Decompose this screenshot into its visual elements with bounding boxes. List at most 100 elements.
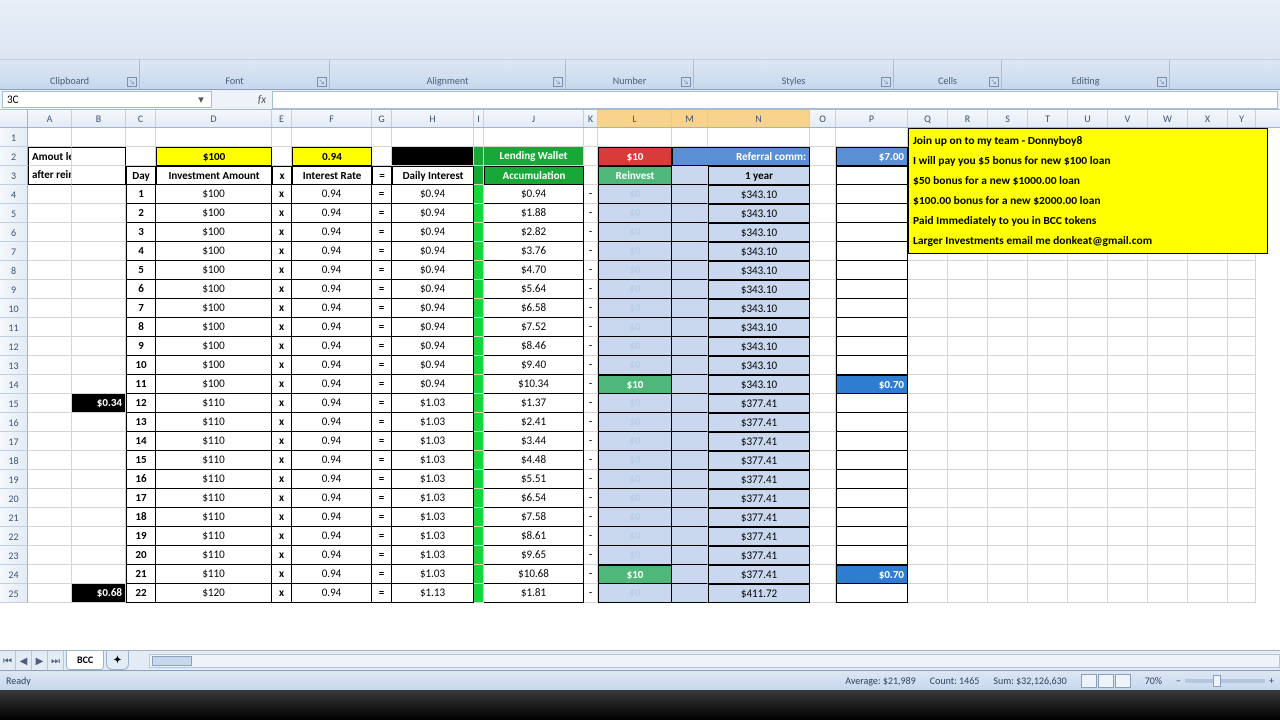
cell[interactable]: Reinvest — [598, 166, 672, 185]
cell[interactable] — [908, 413, 948, 432]
cell[interactable] — [672, 527, 708, 546]
cell[interactable]: $0 — [598, 242, 672, 261]
cell[interactable] — [72, 451, 126, 470]
cell[interactable] — [836, 413, 908, 432]
row-header-4[interactable]: 4 — [0, 185, 28, 204]
cell[interactable] — [1028, 299, 1068, 318]
cell[interactable] — [810, 204, 836, 223]
cell[interactable]: $0 — [598, 337, 672, 356]
cell[interactable]: 0.94 — [292, 375, 372, 394]
cell[interactable]: $1.03 — [392, 565, 474, 584]
cell[interactable] — [908, 394, 948, 413]
cell[interactable] — [1108, 470, 1148, 489]
cell[interactable]: Accumulation — [484, 166, 584, 185]
cell[interactable] — [672, 546, 708, 565]
cell[interactable]: $100 — [156, 375, 272, 394]
cell[interactable] — [474, 584, 484, 603]
row-header-21[interactable]: 21 — [0, 508, 28, 527]
cell[interactable] — [28, 565, 72, 584]
cell[interactable]: - — [584, 413, 598, 432]
cell[interactable]: x — [272, 470, 292, 489]
cell[interactable] — [988, 508, 1028, 527]
cell[interactable] — [810, 451, 836, 470]
column-header-O[interactable]: O — [810, 110, 836, 127]
cell[interactable]: $4.48 — [484, 451, 584, 470]
cell[interactable]: 17 — [126, 489, 156, 508]
cell[interactable]: $8.61 — [484, 527, 584, 546]
cell[interactable] — [1188, 470, 1228, 489]
cell[interactable]: 4 — [126, 242, 156, 261]
cell[interactable]: 0.94 — [292, 432, 372, 451]
cell[interactable]: x — [272, 394, 292, 413]
cell[interactable] — [474, 375, 484, 394]
cell[interactable] — [810, 489, 836, 508]
cell[interactable] — [1068, 337, 1108, 356]
cell[interactable] — [28, 280, 72, 299]
cell[interactable] — [1148, 375, 1188, 394]
cell[interactable] — [72, 432, 126, 451]
cell[interactable] — [126, 128, 156, 147]
cell[interactable]: $377.41 — [708, 527, 810, 546]
cell[interactable] — [28, 337, 72, 356]
cell[interactable] — [908, 318, 948, 337]
row-header-23[interactable]: 23 — [0, 546, 28, 565]
cell[interactable] — [1228, 546, 1256, 565]
cell[interactable] — [810, 356, 836, 375]
cell[interactable]: 0.94 — [292, 394, 372, 413]
cell[interactable] — [948, 413, 988, 432]
cell[interactable] — [672, 470, 708, 489]
cell[interactable]: - — [584, 508, 598, 527]
cell[interactable]: $377.41 — [708, 470, 810, 489]
cell[interactable] — [672, 451, 708, 470]
cell[interactable] — [1028, 470, 1068, 489]
cell[interactable]: $9.40 — [484, 356, 584, 375]
cell[interactable] — [474, 413, 484, 432]
row-header-20[interactable]: 20 — [0, 489, 28, 508]
zoom-in-icon[interactable]: + — [1269, 674, 1274, 687]
horizontal-scrollbar[interactable] — [149, 654, 1280, 668]
cell[interactable]: = — [372, 166, 392, 185]
cell[interactable] — [908, 280, 948, 299]
cell[interactable] — [672, 204, 708, 223]
column-header-R[interactable]: R — [948, 110, 988, 127]
cell[interactable] — [1068, 375, 1108, 394]
cell[interactable] — [836, 318, 908, 337]
cell[interactable]: $377.41 — [708, 394, 810, 413]
row-header-10[interactable]: 10 — [0, 299, 28, 318]
cell[interactable] — [1228, 318, 1256, 337]
cell[interactable] — [72, 128, 126, 147]
cell[interactable]: $1.03 — [392, 489, 474, 508]
cell[interactable]: $100 — [156, 242, 272, 261]
cell[interactable] — [836, 223, 908, 242]
cell[interactable]: 14 — [126, 432, 156, 451]
cell[interactable] — [672, 375, 708, 394]
cell[interactable]: $377.41 — [708, 413, 810, 432]
cell[interactable] — [72, 147, 126, 166]
cell[interactable]: 0.94 — [292, 565, 372, 584]
cell[interactable] — [1028, 413, 1068, 432]
cell[interactable] — [372, 128, 392, 147]
cell[interactable]: $0.94 — [392, 185, 474, 204]
cell[interactable]: = — [372, 527, 392, 546]
cell[interactable]: 0.94 — [292, 242, 372, 261]
cell[interactable]: x — [272, 546, 292, 565]
cell[interactable]: x — [272, 489, 292, 508]
cell[interactable] — [1108, 432, 1148, 451]
cell[interactable] — [1228, 261, 1256, 280]
cell[interactable] — [1028, 318, 1068, 337]
cell[interactable] — [1228, 565, 1256, 584]
cell[interactable]: $4.70 — [484, 261, 584, 280]
cell[interactable]: $100 — [156, 204, 272, 223]
cell[interactable] — [584, 166, 598, 185]
cell[interactable]: $110 — [156, 527, 272, 546]
cell[interactable]: $7.00 — [836, 147, 908, 166]
cell[interactable]: $100 — [156, 185, 272, 204]
cell[interactable]: 22 — [126, 584, 156, 603]
cell[interactable] — [474, 565, 484, 584]
cell[interactable] — [156, 128, 272, 147]
cell[interactable] — [28, 223, 72, 242]
cell[interactable] — [1068, 299, 1108, 318]
cell[interactable] — [474, 546, 484, 565]
row-header-15[interactable]: 15 — [0, 394, 28, 413]
cell[interactable] — [672, 242, 708, 261]
